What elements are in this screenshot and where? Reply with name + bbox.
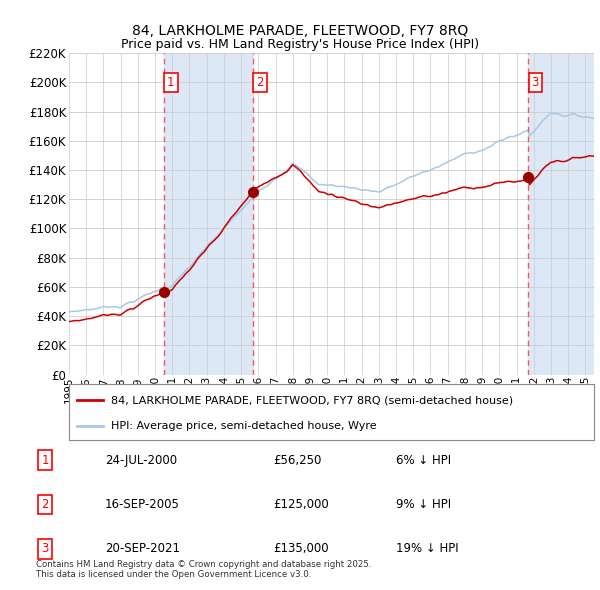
Text: 20-SEP-2021: 20-SEP-2021 <box>105 542 180 555</box>
Text: Contains HM Land Registry data © Crown copyright and database right 2025.
This d: Contains HM Land Registry data © Crown c… <box>36 560 371 579</box>
Text: £56,250: £56,250 <box>273 454 322 467</box>
Text: 2: 2 <box>41 498 49 511</box>
Text: 9% ↓ HPI: 9% ↓ HPI <box>396 498 451 511</box>
Text: £135,000: £135,000 <box>273 542 329 555</box>
Bar <box>528 53 594 375</box>
Text: Price paid vs. HM Land Registry's House Price Index (HPI): Price paid vs. HM Land Registry's House … <box>121 38 479 51</box>
Text: HPI: Average price, semi-detached house, Wyre: HPI: Average price, semi-detached house,… <box>111 421 377 431</box>
Text: £125,000: £125,000 <box>273 498 329 511</box>
Text: 1: 1 <box>41 454 49 467</box>
Text: 1: 1 <box>167 76 175 89</box>
Text: 19% ↓ HPI: 19% ↓ HPI <box>396 542 458 555</box>
Text: 16-SEP-2005: 16-SEP-2005 <box>105 498 180 511</box>
Text: 24-JUL-2000: 24-JUL-2000 <box>105 454 177 467</box>
Text: 6% ↓ HPI: 6% ↓ HPI <box>396 454 451 467</box>
Bar <box>164 53 253 375</box>
Text: 84, LARKHOLME PARADE, FLEETWOOD, FY7 8RQ: 84, LARKHOLME PARADE, FLEETWOOD, FY7 8RQ <box>132 24 468 38</box>
Text: 84, LARKHOLME PARADE, FLEETWOOD, FY7 8RQ (semi-detached house): 84, LARKHOLME PARADE, FLEETWOOD, FY7 8RQ… <box>111 395 513 405</box>
Text: 3: 3 <box>532 76 539 89</box>
Text: 2: 2 <box>256 76 263 89</box>
Text: 3: 3 <box>41 542 49 555</box>
